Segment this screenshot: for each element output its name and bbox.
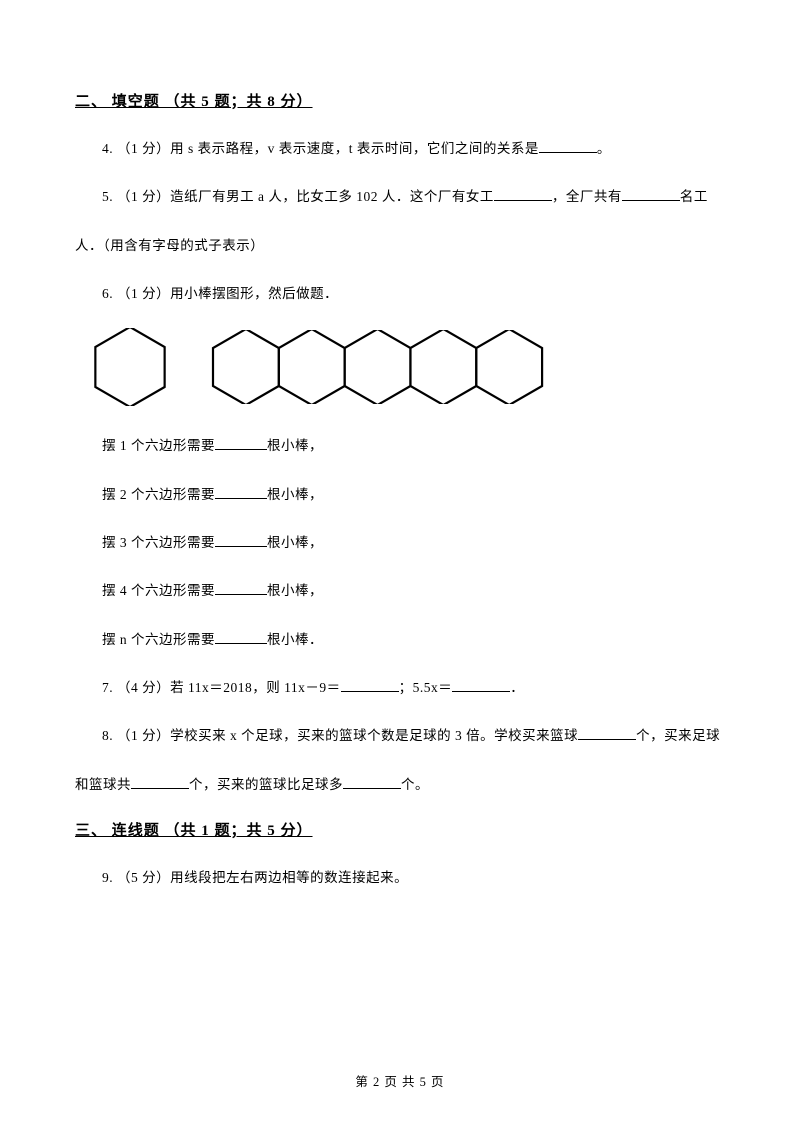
q6-l2-post: 根小棒， — [267, 487, 323, 502]
question-4: 4. （1 分）用 s 表示路程，v 表示速度，t 表示时间，它们之间的关系是 。 — [75, 135, 725, 163]
q6-l1-post: 根小棒， — [267, 438, 323, 453]
section-heading-fill-blank: 二、 填空题 （共 5 题；共 8 分） — [75, 90, 725, 111]
question-5: 5. （1 分）造纸厂有男工 a 人，比女工多 102 人．这个厂有女工 ，全厂共… — [75, 183, 725, 211]
q7-blank-1[interactable] — [341, 679, 399, 693]
q6-line-2: 摆 2 个六边形需要 根小棒， — [102, 481, 725, 509]
q6-l2-pre: 摆 2 个六边形需要 — [102, 487, 215, 502]
q8-c3: 个。 — [401, 777, 429, 792]
q6-l1-pre: 摆 1 个六边形需要 — [102, 438, 215, 453]
q5-part2: ，全厂共有 — [552, 189, 622, 204]
q6-blank-2[interactable] — [215, 485, 267, 499]
hexagon-chain — [209, 330, 563, 404]
q6-l3-pre: 摆 3 个六边形需要 — [102, 535, 215, 550]
q8-c2: 个，买来的篮球比足球多 — [189, 777, 343, 792]
q6-l5-post: 根小棒． — [267, 632, 323, 647]
q7-p1: 7. （4 分）若 11x＝2018，则 11x－9＝ — [102, 680, 341, 695]
q6-l3-post: 根小棒， — [267, 535, 323, 550]
q6-l4-pre: 摆 4 个六边形需要 — [102, 583, 215, 598]
page-footer: 第 2 页 共 5 页 — [0, 1071, 800, 1090]
q6-line-1: 摆 1 个六边形需要 根小棒， — [102, 432, 725, 460]
q4-text-prefix: 4. （1 分）用 s 表示路程，v 表示速度，t 表示时间，它们之间的关系是 — [102, 141, 539, 156]
q5-part3: 名工 — [680, 189, 708, 204]
q6-blank-4[interactable] — [215, 582, 267, 596]
q6-blank-3[interactable] — [215, 534, 267, 548]
q6-l4-post: 根小棒， — [267, 583, 323, 598]
q8-c1: 和篮球共 — [75, 777, 131, 792]
q8-blank-1[interactable] — [578, 727, 636, 741]
question-9: 9. （5 分）用线段把左右两边相等的数连接起来。 — [75, 864, 725, 892]
question-7: 7. （4 分）若 11x＝2018，则 11x－9＝ ；5.5x＝ ． — [75, 674, 725, 702]
q7-p3: ． — [510, 680, 524, 695]
q4-text-suffix: 。 — [597, 141, 611, 156]
q6-line-5: 摆 n 个六边形需要 根小棒． — [102, 626, 725, 654]
q6-line-4: 摆 4 个六边形需要 根小棒， — [102, 577, 725, 605]
q8-p1: 8. （1 分）学校买来 x 个足球，买来的篮球个数是足球的 3 倍。学校买来篮… — [102, 728, 578, 743]
question-8: 8. （1 分）学校买来 x 个足球，买来的篮球个数是足球的 3 倍。学校买来篮… — [75, 722, 725, 750]
hexagon-figure — [89, 328, 725, 406]
question-8-cont: 和篮球共 个，买来的篮球比足球多 个。 — [75, 771, 725, 799]
q8-blank-2[interactable] — [131, 775, 189, 789]
q6-l5-pre: 摆 n 个六边形需要 — [102, 632, 215, 647]
q6-blank-5[interactable] — [215, 630, 267, 644]
q7-blank-2[interactable] — [452, 679, 510, 693]
q5-blank-2[interactable] — [622, 188, 680, 202]
question-6-intro: 6. （1 分）用小棒摆图形，然后做题． — [75, 280, 725, 308]
q6-blank-1[interactable] — [215, 437, 267, 451]
q4-blank[interactable] — [539, 140, 597, 154]
section-heading-connect: 三、 连线题 （共 1 题；共 5 分） — [75, 819, 725, 840]
hexagon-single — [89, 328, 171, 406]
q6-line-3: 摆 3 个六边形需要 根小棒， — [102, 529, 725, 557]
question-5-cont: 人．（用含有字母的式子表示） — [75, 232, 725, 260]
q8-blank-3[interactable] — [343, 775, 401, 789]
q8-p2: 个，买来足球 — [636, 728, 720, 743]
q5-blank-1[interactable] — [494, 188, 552, 202]
q5-part1: 5. （1 分）造纸厂有男工 a 人，比女工多 102 人．这个厂有女工 — [102, 189, 494, 204]
q7-p2: ；5.5x＝ — [399, 680, 453, 695]
